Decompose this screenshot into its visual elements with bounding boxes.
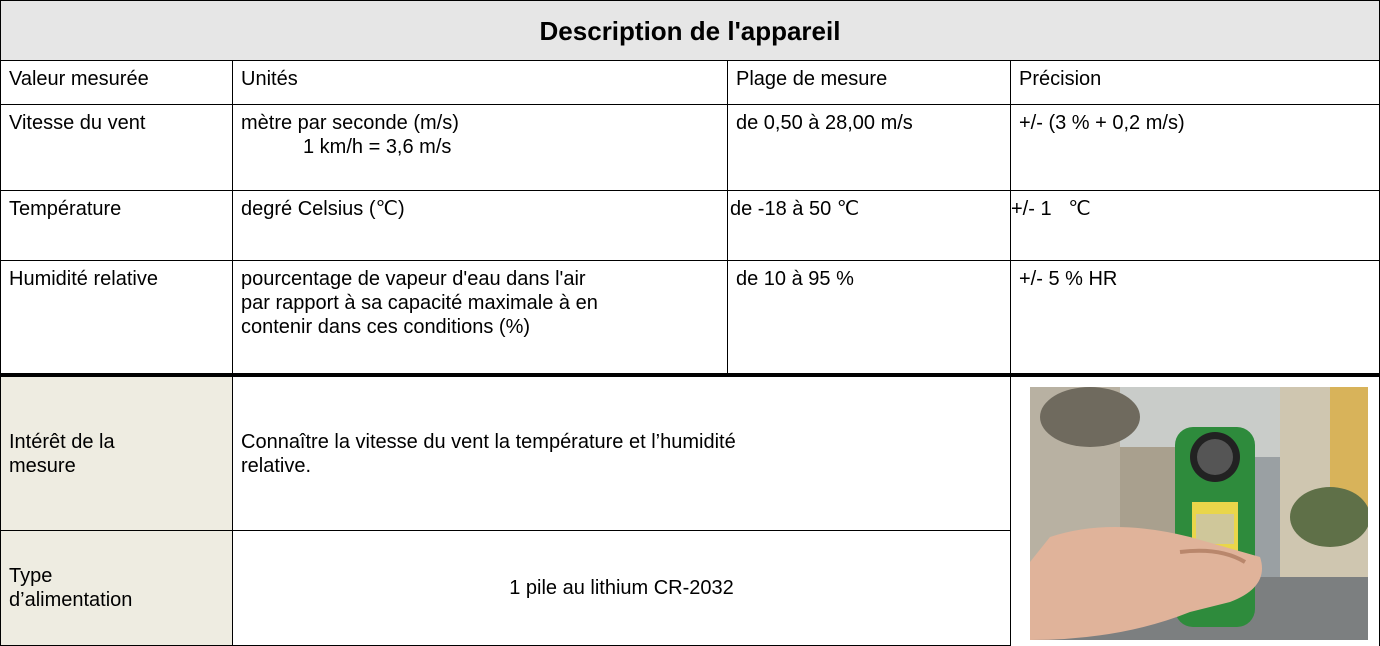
cell: de 10 à 95 % (727, 260, 1011, 375)
cell-line: par rapport à sa capacité maximale à en (241, 291, 719, 315)
device-photo (1030, 387, 1368, 640)
column-header: Précision (1010, 60, 1380, 105)
cell: mètre par seconde (m/s) 1 km/h = 3,6 m/s (232, 104, 728, 191)
column-header: Valeur mesurée (0, 60, 233, 105)
cell: +/- (3 % + 0,2 m/s) (1010, 104, 1380, 191)
column-header: Unités (232, 60, 728, 105)
detail-text: Connaître la vitesse du vent la températ… (232, 376, 1011, 531)
cell: +/- 5 % HR (1010, 260, 1380, 375)
cell: Humidité relative (0, 260, 233, 375)
text-line: 1 pile au lithium CR-2032 (241, 576, 1002, 600)
label-line: Intérêt de la (9, 430, 224, 454)
cell: degré Celsius (℃) (232, 190, 728, 261)
column-header: Plage de mesure (727, 60, 1011, 105)
cell-line: contenir dans ces conditions (%) (241, 315, 719, 339)
text-line: Connaître la vitesse du vent la températ… (241, 430, 1002, 454)
cell-line: degré Celsius (℃) (241, 197, 719, 221)
cell: Température (0, 190, 233, 261)
detail-label: Type d’alimentation (0, 530, 233, 646)
cell: pourcentage de vapeur d'eau dans l'air p… (232, 260, 728, 375)
label-line: Type (9, 564, 224, 588)
cell: de 0,50 à 28,00 m/s (727, 104, 1011, 191)
cell: +/- 1 ℃ (1010, 190, 1380, 261)
label-line: mesure (9, 454, 224, 478)
page: Description de l'appareil Valeur mesurée… (0, 0, 1380, 646)
detail-label: Intérêt de la mesure (0, 376, 233, 531)
cell-line: 1 km/h = 3,6 m/s (241, 135, 719, 159)
label-line: d’alimentation (9, 588, 224, 612)
text-line: relative. (241, 454, 1002, 478)
cell: Vitesse du vent (0, 104, 233, 191)
cell-line: mètre par seconde (m/s) (241, 111, 719, 135)
cell-line: pourcentage de vapeur d'eau dans l'air (241, 267, 719, 291)
table-title: Description de l'appareil (0, 0, 1380, 61)
detail-text: 1 pile au lithium CR-2032 (232, 530, 1011, 646)
cell: de -18 à 50 ℃ (727, 190, 1011, 261)
